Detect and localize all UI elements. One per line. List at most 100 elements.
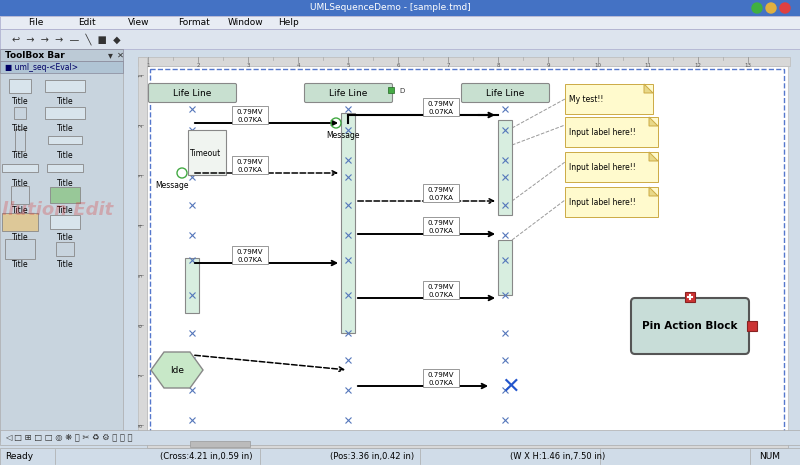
FancyBboxPatch shape (462, 84, 550, 102)
Polygon shape (649, 152, 658, 161)
Text: 2: 2 (196, 63, 200, 68)
Text: Message: Message (326, 131, 360, 140)
Text: ✕: ✕ (117, 51, 124, 60)
Bar (498, 120, 512, 215)
Text: 3: 3 (138, 173, 143, 177)
Polygon shape (649, 117, 658, 126)
Text: ▾: ▾ (108, 50, 113, 60)
Text: Title: Title (57, 179, 74, 187)
Bar (15, 129, 25, 151)
Text: D: D (399, 88, 404, 94)
Text: 1: 1 (146, 63, 150, 68)
Bar (0, 448, 800, 465)
Polygon shape (151, 352, 203, 388)
Text: 0.07KA: 0.07KA (238, 257, 262, 263)
Text: Format: Format (178, 18, 210, 27)
Bar (0, 29, 800, 49)
Text: Title: Title (57, 206, 74, 214)
Text: Title: Title (57, 232, 74, 241)
Text: 8: 8 (496, 63, 500, 68)
Text: ↩  →  →  →  —  ╲  ■  ◆: ↩ → → → — ╲ ■ ◆ (12, 33, 121, 45)
Bar (45, 107, 85, 119)
Text: 0.07KA: 0.07KA (429, 292, 454, 298)
Text: Title: Title (12, 232, 28, 241)
Bar (685, 292, 695, 302)
FancyBboxPatch shape (631, 298, 749, 354)
Bar (190, 441, 250, 447)
Text: 0.07KA: 0.07KA (238, 117, 262, 123)
Text: My test!!: My test!! (569, 94, 603, 104)
Bar (565, 117, 658, 147)
Text: (Pos:3.36 in,0.42 in): (Pos:3.36 in,0.42 in) (330, 452, 414, 461)
Text: 4: 4 (296, 63, 300, 68)
Bar (565, 152, 658, 182)
Text: ◁ □ ⊞ □ □ ◎ ❋ ⛶ ✂ ♻ ⚙ 🔍 🔍 📐: ◁ □ ⊞ □ □ ◎ ❋ ⛶ ✂ ♻ ⚙ 🔍 🔍 📐 (5, 432, 133, 441)
Text: 12: 12 (694, 63, 702, 68)
Bar (232, 156, 268, 174)
Bar (45, 80, 85, 92)
Bar (232, 246, 268, 264)
Text: (Cross:4.21 in,0.59 in): (Cross:4.21 in,0.59 in) (160, 452, 253, 461)
Text: 1: 1 (138, 73, 143, 77)
Text: Title: Title (57, 124, 74, 133)
Polygon shape (649, 187, 658, 196)
Bar (388, 87, 394, 93)
Text: Life Line: Life Line (486, 88, 524, 98)
Bar (0, 61, 123, 73)
Text: 0.79MV: 0.79MV (237, 109, 263, 115)
Bar (565, 84, 653, 114)
Text: 0.07KA: 0.07KA (238, 167, 262, 173)
Bar (147, 440, 788, 448)
Text: ■ uml_seq-<Eval>: ■ uml_seq-<Eval> (5, 62, 78, 72)
Text: 0.07KA: 0.07KA (429, 380, 454, 386)
FancyBboxPatch shape (305, 84, 393, 102)
Text: llution Edit: llution Edit (2, 201, 114, 219)
Bar (147, 66, 788, 441)
Bar (0, 16, 800, 29)
Bar (188, 130, 226, 175)
Bar (498, 240, 512, 295)
Bar (150, 69, 784, 438)
Bar (50, 215, 80, 229)
FancyBboxPatch shape (149, 84, 237, 102)
Bar (5, 239, 35, 259)
Text: Title: Title (12, 259, 28, 268)
Text: Input label here!!: Input label here!! (569, 127, 636, 137)
Text: Ide: Ide (170, 365, 184, 374)
Text: Life Line: Life Line (329, 88, 367, 98)
Bar (2, 213, 38, 231)
Circle shape (752, 3, 762, 13)
Text: Title: Title (12, 206, 28, 214)
Bar (0, 61, 123, 441)
Text: Input label here!!: Input label here!! (569, 198, 636, 206)
Text: UMLSequenceDemo - [sample.tmd]: UMLSequenceDemo - [sample.tmd] (310, 4, 470, 13)
Text: ToolBox Bar: ToolBox Bar (5, 51, 65, 60)
Circle shape (780, 3, 790, 13)
Bar (14, 107, 26, 119)
Text: Help: Help (278, 18, 298, 27)
Text: 7: 7 (446, 63, 450, 68)
Text: Title: Title (12, 179, 28, 187)
Bar (9, 79, 31, 93)
Bar (47, 164, 83, 172)
Text: Life Line: Life Line (173, 88, 211, 98)
Text: 3: 3 (246, 63, 250, 68)
Bar (232, 106, 268, 124)
Text: 8: 8 (138, 423, 143, 427)
Text: 0.79MV: 0.79MV (237, 249, 263, 255)
Circle shape (766, 3, 776, 13)
Text: 6: 6 (396, 63, 400, 68)
Bar (0, 0, 800, 16)
Bar (48, 136, 82, 144)
Text: Message: Message (155, 181, 189, 190)
Bar (185, 258, 199, 313)
Text: 0.07KA: 0.07KA (429, 109, 454, 115)
Text: Edit: Edit (78, 18, 96, 27)
Text: 0.79MV: 0.79MV (428, 220, 454, 226)
Text: 0.79MV: 0.79MV (428, 284, 454, 290)
Text: Title: Title (57, 97, 74, 106)
Bar (341, 113, 355, 333)
Text: (W X H:1.46 in,7.50 in): (W X H:1.46 in,7.50 in) (510, 452, 606, 461)
Text: Input label here!!: Input label here!! (569, 162, 636, 172)
Bar (423, 281, 459, 299)
